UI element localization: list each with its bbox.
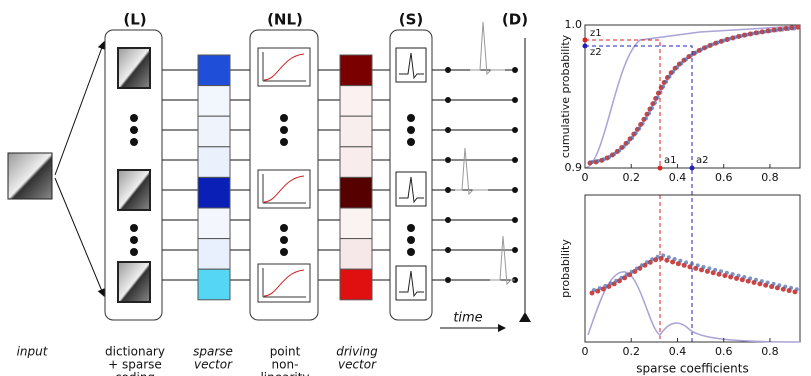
- annotation: a2: [696, 155, 709, 166]
- bottom-axes: [584, 194, 801, 343]
- annotation: z2: [590, 47, 602, 58]
- stage-caption: point: [270, 345, 301, 359]
- marker: [582, 43, 588, 49]
- diagram: [7, 21, 531, 332]
- x-tick-label: 0.4: [669, 345, 687, 358]
- stage-caption: dictionary: [105, 345, 165, 359]
- stage-caption: sparse: [193, 345, 233, 359]
- guide: [585, 39, 661, 168]
- x-tick-label: 0.8: [761, 171, 779, 184]
- curve-dots: [590, 26, 802, 164]
- arrow: [54, 177, 106, 297]
- patch: [117, 169, 151, 211]
- nl-icons: [257, 47, 311, 303]
- nodes: [445, 67, 518, 283]
- x-tick-label: 0: [582, 171, 589, 184]
- stage-caption: input: [17, 345, 49, 359]
- stage-label: (D): [502, 11, 528, 29]
- patch: [117, 47, 151, 89]
- annotation: a1: [664, 155, 677, 166]
- marker: [689, 165, 695, 171]
- stage-caption: linearity: [260, 371, 309, 376]
- stage-caption: coding: [115, 371, 155, 376]
- ellipsis: [407, 114, 415, 256]
- guide: [585, 45, 693, 342]
- stage-caption: driving: [336, 345, 378, 359]
- curve-dots: [592, 252, 802, 292]
- y-tick-label: 0.9: [565, 161, 583, 174]
- plots: [584, 24, 803, 343]
- stage-label: (S): [399, 11, 424, 29]
- time-label: time: [453, 311, 482, 326]
- marker: [657, 165, 663, 171]
- x-tick-label: 0.6: [715, 345, 733, 358]
- marker: [582, 37, 588, 43]
- patch: [117, 261, 151, 303]
- arrow: [54, 41, 106, 176]
- stage-label: (L): [123, 11, 146, 29]
- curve: [587, 271, 801, 343]
- driving-vector: [339, 54, 373, 301]
- ellipsis: [280, 114, 288, 256]
- input-patch: [7, 152, 53, 200]
- x-tick-label: 0: [582, 345, 589, 358]
- annotation: z1: [590, 28, 602, 39]
- curve-dots: [587, 24, 803, 166]
- x-tick-label: 0.6: [715, 171, 733, 184]
- stage-caption: non-: [272, 358, 299, 372]
- wires: [162, 69, 515, 281]
- x-tick-label: 0.2: [622, 171, 640, 184]
- y-axis-label: probability: [559, 239, 572, 298]
- x-axis-label: sparse coefficients: [636, 362, 748, 376]
- sparse-vector: [197, 54, 231, 301]
- x-tick-label: 0.4: [669, 171, 687, 184]
- x-tick-label: 0.8: [761, 345, 779, 358]
- stage-caption: vector: [338, 358, 377, 372]
- y-axis-label: cumulative probability: [559, 34, 572, 158]
- spike-traces: [455, 21, 515, 286]
- stage-label: (NL): [267, 11, 303, 29]
- curve-dots: [589, 255, 803, 296]
- x-tick-label: 0.2: [622, 345, 640, 358]
- ellipsis: [130, 114, 138, 256]
- soma: [519, 312, 531, 322]
- stage-caption: vector: [194, 358, 233, 372]
- y-tick-label: 1.0: [565, 18, 583, 31]
- stage-caption: + sparse: [108, 358, 162, 372]
- spike-icons: [395, 47, 427, 301]
